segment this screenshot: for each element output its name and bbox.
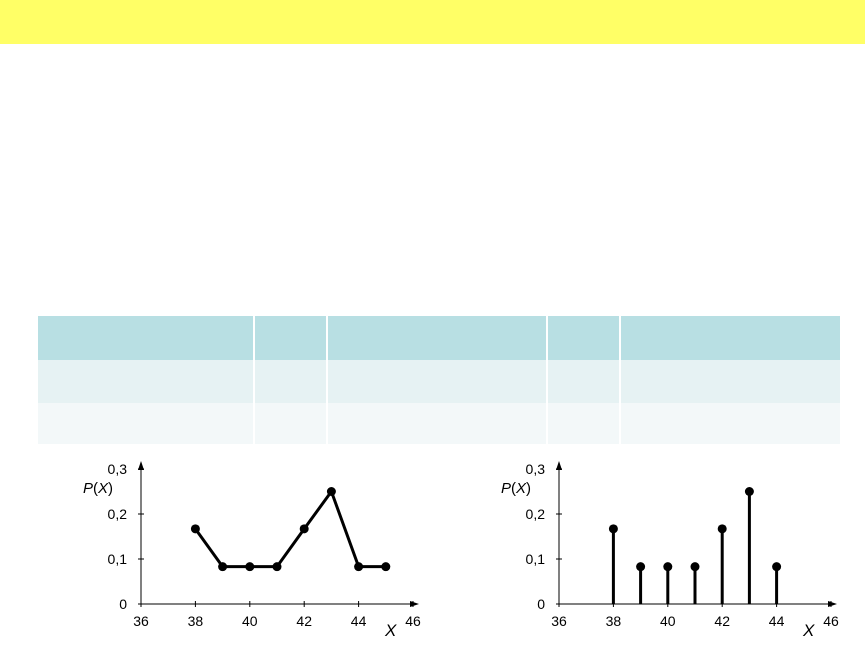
data-point xyxy=(744,487,754,496)
x-tick-label: 46 xyxy=(405,613,421,629)
table-cell xyxy=(255,360,328,403)
x-tick-label: 44 xyxy=(351,613,367,629)
y-axis-arrow xyxy=(138,461,144,470)
x-tick-label: 36 xyxy=(133,613,149,629)
polygon-chart: 36 38 40 42 44 46 0 0,1 0,2 0,3 P(X) X xyxy=(83,461,421,640)
y-tick-label: 0 xyxy=(537,596,545,612)
data-point xyxy=(690,562,700,572)
data-point xyxy=(663,562,673,572)
table-cell xyxy=(548,360,621,403)
title-bar xyxy=(0,0,865,44)
data-point xyxy=(354,562,364,572)
data-point xyxy=(326,487,336,496)
table-row xyxy=(38,403,840,444)
y-tick-label: 0 xyxy=(119,596,127,612)
table-row xyxy=(38,360,840,403)
table-cell xyxy=(38,403,255,444)
y-tick-label: 0,1 xyxy=(108,551,128,567)
x-tick-label: 42 xyxy=(296,613,312,629)
table-cell xyxy=(548,403,621,444)
x-tick-label: 36 xyxy=(551,613,567,629)
x-tick-label: 42 xyxy=(714,613,730,629)
y-tick-label: 0,2 xyxy=(108,506,128,522)
x-tick-label: 40 xyxy=(660,613,676,629)
table-cell xyxy=(38,316,255,360)
x-tick-label: 38 xyxy=(188,613,204,629)
y-axis-label: P(X) xyxy=(83,480,113,497)
y-tick-label: 0,3 xyxy=(526,461,546,477)
x-tick-label: 38 xyxy=(606,613,622,629)
x-axis-label: X xyxy=(802,621,815,640)
table-header-row xyxy=(38,316,840,360)
y-tick-label: 0,2 xyxy=(526,506,546,522)
data-point xyxy=(245,562,255,572)
data-point xyxy=(717,524,727,534)
y-tick-label: 0,3 xyxy=(108,461,128,477)
x-tick-label: 44 xyxy=(769,613,785,629)
x-axis-label: X xyxy=(384,621,397,640)
x-axis-arrow xyxy=(410,601,419,607)
data-point xyxy=(190,524,200,534)
data-point xyxy=(299,524,309,534)
data-point xyxy=(636,562,646,572)
stem-chart: 36 38 40 42 44 46 0 0,1 0,2 0,3 P(X) X xyxy=(501,461,839,640)
series-line xyxy=(194,490,386,569)
x-axis-arrow xyxy=(828,601,837,607)
data-point xyxy=(218,562,228,572)
y-axis-arrow xyxy=(556,461,562,470)
table-cell xyxy=(328,403,548,444)
data-point xyxy=(608,524,618,534)
table-cell xyxy=(255,403,328,444)
table-cell xyxy=(38,360,255,403)
data-point xyxy=(272,562,282,572)
x-tick-label: 40 xyxy=(242,613,258,629)
data-table xyxy=(38,316,840,444)
table-cell xyxy=(328,316,548,360)
data-point xyxy=(381,562,391,572)
table-cell xyxy=(548,316,621,360)
data-point xyxy=(772,562,782,572)
table-cell xyxy=(328,360,548,403)
table-cell xyxy=(255,316,328,360)
x-tick-label: 46 xyxy=(823,613,839,629)
y-axis-label: P(X) xyxy=(501,480,531,497)
y-tick-label: 0,1 xyxy=(526,551,546,567)
